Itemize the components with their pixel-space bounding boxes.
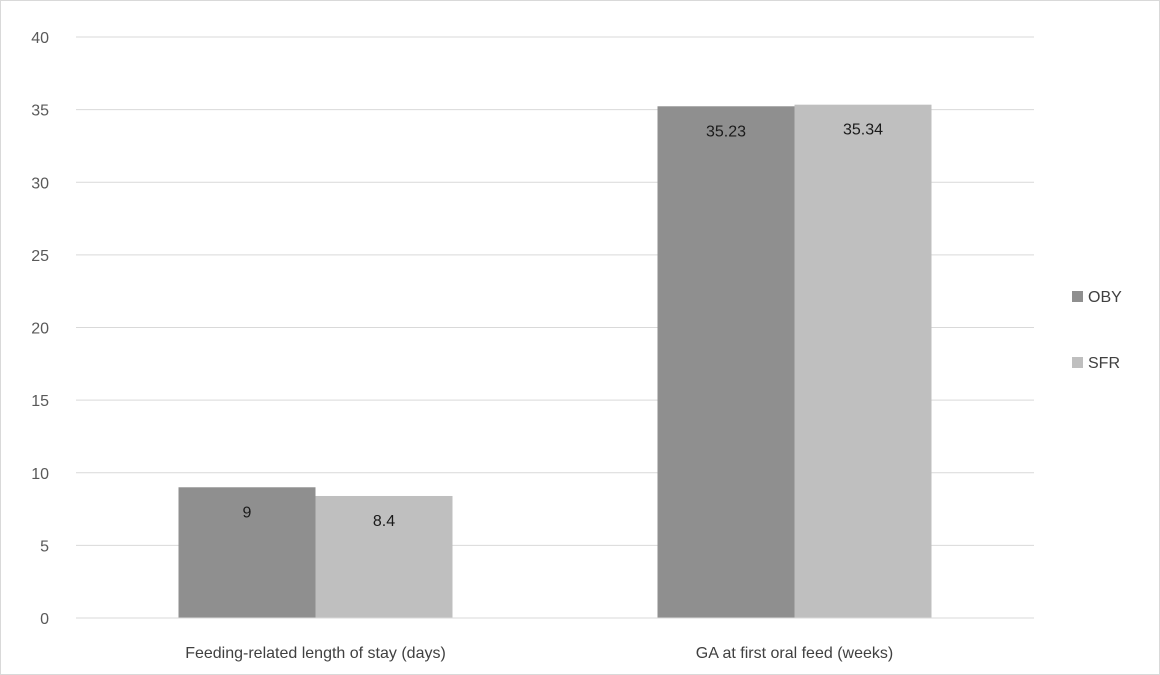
legend-label-sfr: SFR bbox=[1088, 355, 1120, 372]
data-label: 9 bbox=[243, 504, 252, 521]
bar-sfr bbox=[794, 104, 932, 618]
legend-label-oby: OBY bbox=[1088, 289, 1122, 306]
data-label: 8.4 bbox=[373, 513, 395, 530]
bars bbox=[178, 104, 932, 619]
y-tick-label: 5 bbox=[40, 538, 49, 555]
bar-oby bbox=[178, 487, 316, 618]
y-tick-label: 25 bbox=[31, 248, 49, 265]
y-tick-label: 0 bbox=[40, 611, 49, 628]
data-label: 35.34 bbox=[843, 122, 883, 139]
y-tick-label: 30 bbox=[31, 175, 49, 192]
y-tick-label: 35 bbox=[31, 103, 49, 120]
legend: OBY SFR bbox=[1072, 289, 1122, 372]
legend-swatch-sfr bbox=[1072, 357, 1083, 368]
x-category-label: Feeding-related length of stay (days) bbox=[185, 645, 446, 662]
data-label: 35.23 bbox=[706, 123, 746, 140]
x-category-label: GA at first oral feed (weeks) bbox=[696, 645, 893, 662]
y-tick-label: 40 bbox=[31, 30, 49, 47]
bar-oby bbox=[657, 106, 795, 619]
bar-sfr bbox=[315, 495, 453, 618]
x-axis-category-labels: Feeding-related length of stay (days) GA … bbox=[185, 645, 893, 662]
y-tick-label: 20 bbox=[31, 321, 49, 338]
y-tick-label: 10 bbox=[31, 466, 49, 483]
data-labels: 9 8.4 35.23 35.34 bbox=[243, 122, 884, 530]
gridlines bbox=[76, 36, 1034, 546]
legend-swatch-oby bbox=[1072, 291, 1083, 302]
y-axis-tick-labels: 0 5 10 15 20 25 30 35 40 bbox=[31, 30, 49, 628]
y-tick-label: 15 bbox=[31, 393, 49, 410]
